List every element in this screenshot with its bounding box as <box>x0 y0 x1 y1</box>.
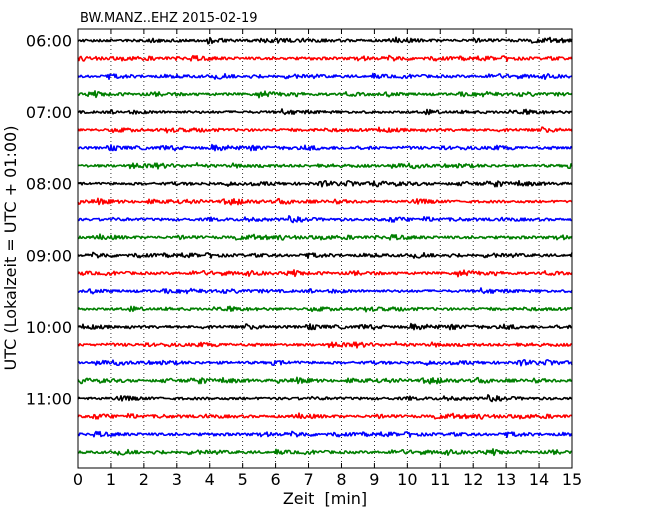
x-tick-label: 8 <box>336 470 346 489</box>
trace-layer <box>77 36 573 457</box>
chart-title: BW.MANZ..EHZ 2015-02-19 <box>80 11 258 26</box>
seismogram-trace <box>77 376 573 385</box>
seismogram-trace <box>77 322 573 331</box>
seismogram-trace <box>77 448 573 457</box>
x-tick-label: 7 <box>303 470 313 489</box>
seismogram-trace <box>77 143 573 152</box>
y-tick-label: 09:00 <box>26 246 72 265</box>
seismogram-trace <box>77 108 573 116</box>
seismogram-trace <box>77 90 573 99</box>
y-tick-label: 11:00 <box>26 390 72 409</box>
seismogram-trace <box>77 251 573 260</box>
x-tick-label: 3 <box>172 470 182 489</box>
seismogram-trace <box>77 180 573 188</box>
x-tick-label: 12 <box>463 470 483 489</box>
x-tick-label: 10 <box>397 470 417 489</box>
seismogram-trace <box>77 341 573 349</box>
x-tick-label: 1 <box>106 470 116 489</box>
seismogram-trace <box>77 197 573 206</box>
seismogram-trace <box>77 36 573 45</box>
y-tick-label: 10:00 <box>26 318 72 337</box>
label-layer: 0 1 2 3 4 5 6 7 8 9 10 11 12 13 14 1506:0007:0008:0009:… <box>26 32 582 490</box>
x-tick-label: 13 <box>496 470 516 489</box>
x-tick-label: 14 <box>529 470 549 489</box>
seismogram-trace <box>77 54 573 62</box>
seismogram-trace <box>77 162 573 170</box>
x-tick-label: 6 <box>271 470 281 489</box>
x-tick-label: 2 <box>139 470 149 489</box>
seismogram-trace <box>77 215 573 224</box>
seismogram-trace <box>77 359 573 367</box>
seismogram-trace <box>77 233 573 241</box>
y-tick-label: 06:00 <box>26 32 72 51</box>
seismogram-trace <box>77 412 573 420</box>
seismogram-trace <box>77 126 573 134</box>
seismogram-trace <box>77 269 573 278</box>
x-tick-label: 5 <box>238 470 248 489</box>
seismogram-trace <box>77 394 573 403</box>
plot-frame <box>77 28 573 469</box>
seismogram-trace <box>77 287 573 295</box>
seismogram-trace <box>77 305 573 313</box>
x-tick-label: 9 <box>369 470 379 489</box>
y-tick-label: 08:00 <box>26 175 72 194</box>
seismogram-trace <box>77 430 573 439</box>
x-tick-label: 0 <box>73 470 83 489</box>
x-tick-label: 4 <box>205 470 215 489</box>
x-tick-label: 11 <box>430 470 450 489</box>
seismogram-trace <box>77 72 573 81</box>
x-axis-label: Zeit [min] <box>283 489 367 508</box>
y-axis-label: UTC (Lokalzeit = UTC + 01:00) <box>1 126 20 371</box>
tick-layer <box>77 29 573 468</box>
x-tick-label: 15 <box>562 470 582 489</box>
y-tick-label: 07:00 <box>26 103 72 122</box>
